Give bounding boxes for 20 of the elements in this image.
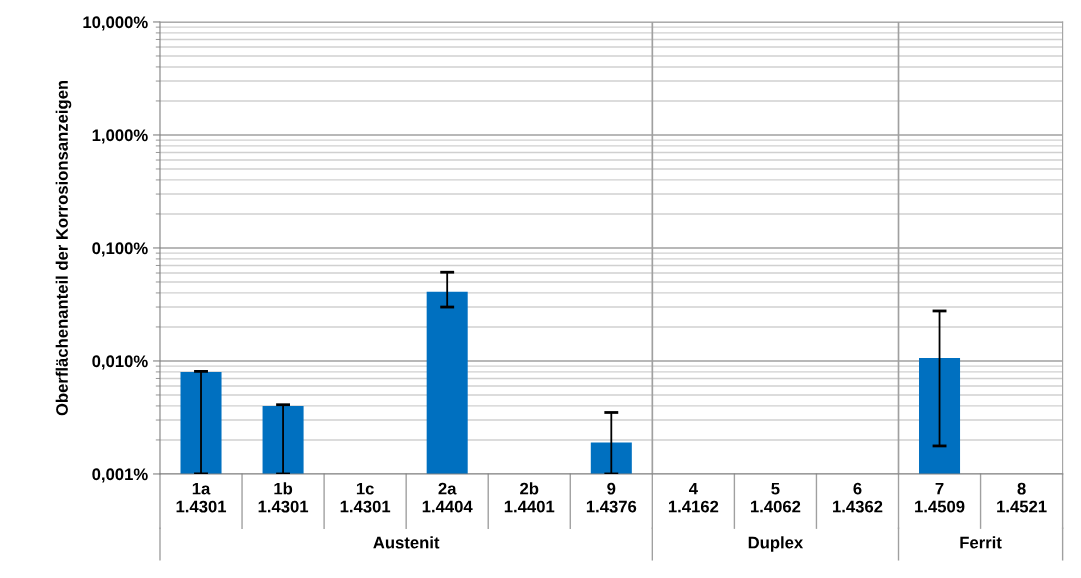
- x-tick-label: 4 1.4162: [668, 482, 719, 513]
- x-tick-label: 1a 1.4301: [176, 482, 227, 513]
- y-axis-title: Oberflächenanteil der Korrosionsanzeigen: [55, 80, 72, 416]
- x-tick-label: 1c 1.4301: [340, 482, 391, 513]
- x-tick-label: 9 1.4376: [586, 482, 637, 513]
- x-tick-label: 2b 1.4401: [504, 482, 555, 513]
- y-tick-label: 1,000%: [92, 129, 148, 144]
- text: Duplex: [748, 536, 804, 552]
- x-tick-label: 7 1.4509: [915, 482, 965, 513]
- x-tick-label: 1b 1.4301: [258, 482, 309, 513]
- y-tick-label: 10,000%: [83, 16, 148, 31]
- x-tick-label: 8 1.4521: [997, 482, 1047, 513]
- x-tick-label: 5 1.4062: [750, 482, 801, 513]
- y-tick-label: 0,010%: [92, 355, 148, 370]
- x-tick-label: 6 1.4362: [833, 482, 883, 513]
- y-tick-label: 0,100%: [92, 242, 148, 257]
- text: Austenit: [373, 536, 440, 549]
- text: Ferrit: [960, 536, 1002, 549]
- y-tick-label: 0,001%: [92, 468, 148, 483]
- x-tick-label: 2a 1.4404: [422, 482, 473, 513]
